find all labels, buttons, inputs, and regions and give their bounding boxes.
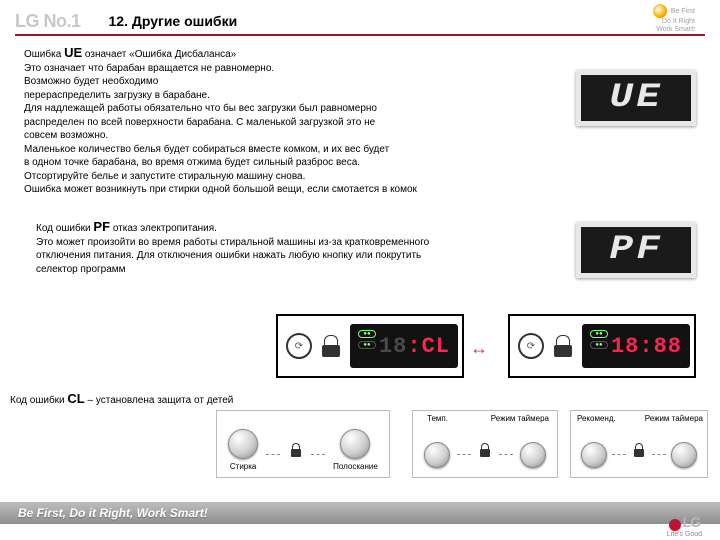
lock-mini-icon: [634, 443, 644, 457]
dial-label: Режим таймера: [645, 414, 703, 423]
ue-code: UE: [64, 45, 82, 60]
footer-bar: Be First, Do it Right, Work Smart!: [0, 502, 720, 524]
cl-display-left: ●● ●● 18:CL: [350, 324, 458, 368]
cl-panel-left: ⟳ ●● ●● 18:CL: [276, 314, 464, 378]
lcd-text: UE: [609, 79, 663, 117]
dial-temp[interactable]: [424, 442, 450, 471]
knob-icon: [228, 429, 258, 459]
ue-line: Возможно будет необходимо: [24, 76, 158, 87]
drum-icon: ⟳: [518, 333, 544, 359]
page-title: 12. Другие ошибки: [109, 13, 238, 29]
brand-badge: Be First Do It Right Work Smart!: [653, 4, 695, 33]
knob-icon: [520, 442, 546, 468]
knob-icon: [340, 429, 370, 459]
lcd-display-ue: UE: [576, 70, 696, 126]
cl-digits: :CL: [407, 334, 450, 359]
lg-tagline: Life's Good: [667, 531, 702, 538]
lcd-display-pf: PF: [576, 222, 696, 278]
ue-line: в одном точке барабана, во время отжима …: [24, 157, 360, 168]
drum-icon: ⟳: [286, 333, 312, 359]
knob-icon: [671, 442, 697, 468]
lock-mini-icon: [291, 443, 301, 457]
badge-line: Do It Right: [662, 18, 695, 25]
ue-line: совсем возможно.: [24, 130, 108, 141]
knob-icon: [424, 442, 450, 468]
cl-section: Код ошибки CL – установлена защита от де…: [10, 390, 350, 408]
ue-line: Ошибка может возникнуть при стирки одной…: [24, 184, 417, 195]
globe-icon: [653, 4, 667, 18]
ue-line: перераспределить загрузку в барабане.: [24, 90, 210, 101]
ue-line: распределен по всей поверхности барабана…: [24, 117, 375, 128]
indicator-icon: ●●: [358, 341, 376, 349]
pf-line: селектор программ: [36, 264, 126, 275]
lg-text: LG: [683, 514, 700, 530]
dial-label: Полоскание: [333, 462, 378, 471]
ue-line: Это означает что барабан вращается не ра…: [24, 63, 274, 74]
cl-panel-right: ⟳ ●● ●● 18:88: [508, 314, 696, 378]
lock-icon: [554, 335, 572, 357]
footer-slogan: Be First, Do it Right, Work Smart!: [18, 506, 208, 520]
indicator-icon: ●●: [590, 341, 608, 349]
dial-label: Стирка: [230, 462, 256, 471]
lg-logo: LG No.1: [15, 11, 81, 32]
dial-rinse[interactable]: Полоскание: [333, 429, 378, 471]
dial-label: Режим таймера: [491, 414, 549, 423]
cl-display-right: ●● ●● 18:88: [582, 324, 690, 368]
lg-brand-bottom: LG Life's Good: [667, 514, 702, 538]
link-dash: [266, 454, 280, 455]
link-dash: [612, 454, 626, 455]
badge-line: Be First: [671, 8, 695, 15]
link-dash: [457, 454, 471, 455]
ue-line: Ошибка UE означает «Ошибка Дисбаланса»: [24, 49, 236, 60]
cl-digits-dim: 18: [379, 334, 407, 359]
lcd-text: PF: [609, 231, 663, 269]
dial-group-2: Темп. Режим таймера: [412, 410, 558, 478]
ue-section: Ошибка UE означает «Ошибка Дисбаланса» Э…: [24, 44, 544, 197]
dial-recommend[interactable]: [581, 442, 607, 471]
indicator-icon: ●●: [590, 330, 608, 338]
dial-label: Темп.: [427, 414, 448, 423]
dial-timer-2[interactable]: [671, 442, 697, 471]
indicator-icon: ●●: [358, 330, 376, 338]
ue-line: Маленькое количество белья будет собират…: [24, 144, 389, 155]
dial-label: Рекоменд.: [577, 414, 616, 423]
dial-timer[interactable]: [520, 442, 546, 471]
lock-icon: [322, 335, 340, 357]
link-dash: [652, 454, 666, 455]
pf-line: Код ошибки PF отказ электропитания.: [36, 223, 217, 234]
pf-code: PF: [93, 219, 110, 234]
cl-code: CL: [67, 391, 84, 406]
ue-line: Для надлежащей работы обязательно что бы…: [24, 103, 377, 114]
link-dash: [311, 454, 325, 455]
pf-line: Это может произойти во время работы стир…: [36, 237, 429, 248]
ue-line: Отсортируйте белье и запустите стиральну…: [24, 171, 305, 182]
double-arrow-icon: ↔: [470, 338, 488, 359]
knob-icon: [581, 442, 607, 468]
pf-section: Код ошибки PF отказ электропитания. Это …: [36, 218, 506, 276]
lock-mini-icon: [480, 443, 490, 457]
link-dash: [499, 454, 513, 455]
cl-digits: 18:88: [611, 334, 682, 359]
badge-line: Work Smart!: [656, 26, 695, 33]
dial-group-1: Стирка Полоскание: [216, 410, 390, 478]
header: LG No.1 12. Другие ошибки Be First Do It…: [15, 8, 705, 36]
pf-line: отключения питания. Для отключения ошибк…: [36, 250, 421, 261]
dial-group-3: Рекоменд. Режим таймера: [570, 410, 708, 478]
lg-dot-icon: [669, 519, 681, 531]
dial-wash[interactable]: Стирка: [228, 429, 258, 471]
